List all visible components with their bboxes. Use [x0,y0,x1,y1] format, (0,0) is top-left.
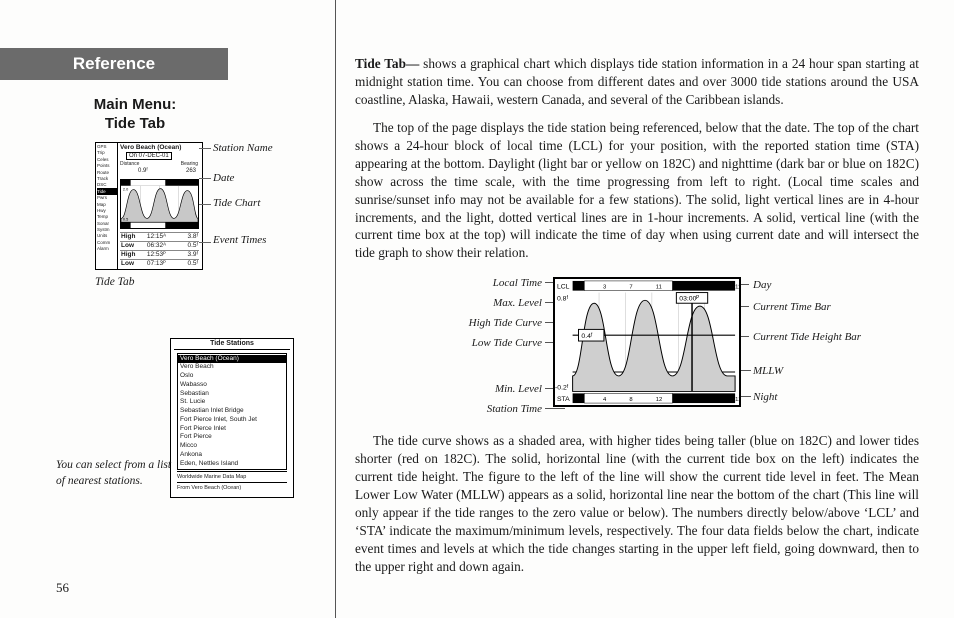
svg-text:LCL: LCL [557,284,570,291]
tide-stations-figure: Tide Stations Vero Beach (Ocean)Vero Bea… [170,338,294,498]
tide-tab-figure: GPSTripCelesPointsRouteTrackDSCTidePwrsM… [95,142,203,270]
para-2: The top of the page displays the tide st… [355,119,919,263]
svg-text:11: 11 [656,285,662,291]
fig1-events: High12:15ᴬ3.8ᶠLow06:32ᴬ0.5ᶠHigh12:53ᴾ3.9… [120,232,199,268]
dl-high: High Tide Curve [367,316,542,331]
fig1-lbl-chart: Tide Chart [213,197,260,210]
column-separator [335,0,336,618]
subhead-l2: Tide Tab [105,115,165,132]
page-number: 56 [56,580,69,596]
svg-text:7: 7 [629,285,632,291]
fig1-chart: 2.0 0.5 [120,179,199,229]
svg-text:STA: STA [557,396,570,403]
fig1-brg-lbl: Bearing [181,161,198,167]
diagram-box: 1137113711 1248124812 [553,277,741,407]
tide-diagram: Local Time Max. Level High Tide Curve Lo… [367,272,907,422]
dr-htbar: Current Tide Height Bar [753,330,861,345]
svg-text:2.0: 2.0 [123,187,128,191]
dl-max: Max. Level [367,296,542,311]
svg-text:11: 11 [735,285,739,291]
svg-text:0.5: 0.5 [123,217,128,221]
fig1-dist-lbl: Distance [120,161,139,167]
dr-mllw: MLLW [753,364,783,379]
dr-day: Day [753,278,771,293]
fig1-lbl-date: Date [213,172,234,185]
dl-sta: Station Time [367,402,542,417]
dr-night: Night [753,390,777,405]
fig1-caption: Tide Tab [95,276,335,288]
svg-text:3: 3 [603,285,606,291]
fig1-station: Vero Beach (Ocean) [120,144,181,151]
fig2-title: Tide Stations [174,340,290,350]
svg-text:-0.2ᶠ: -0.2ᶠ [555,385,569,392]
svg-text:7: 7 [709,285,712,291]
fig2-footer: Worldwide Marine Data Map From Vero Beac… [177,469,287,491]
svg-text:3: 3 [682,285,685,291]
svg-text:8: 8 [629,397,632,403]
dr-timebar: Current Time Bar [753,300,831,315]
svg-text:03:00ᴾ: 03:00ᴾ [679,296,699,303]
reference-heading: Reference [0,48,228,80]
dl-low: Low Tide Curve [367,336,542,351]
svg-text:8: 8 [709,397,712,403]
fig1-date: On 07-DEC-01 [126,152,172,160]
para-3: The tide curve shows as a shaded area, w… [355,432,919,576]
fig2-caption: You can select from a list of nearest st… [56,458,176,489]
fig1-tabs: GPSTripCelesPointsRouteTrackDSCTidePwrsM… [96,143,118,270]
svg-text:0.4ᶠ: 0.4ᶠ [581,333,593,340]
svg-text:12: 12 [577,397,584,403]
subheading: Main Menu: Tide Tab [0,96,270,134]
fig1-dist-val: 0.9ᶠ [138,168,148,174]
fig1-brg-val: 263 [186,168,196,174]
dl-local-time: Local Time [367,276,542,291]
svg-text:12: 12 [735,397,739,403]
fig1-lbl-events: Event Times [213,234,266,247]
fig2-list: Vero Beach (Ocean)Vero BeachOsloWabassoS… [177,353,287,471]
dl-min: Min. Level [367,382,542,397]
subhead-l1: Main Menu: [94,96,177,113]
svg-text:0.8ᶠ: 0.8ᶠ [557,296,569,303]
svg-text:12: 12 [656,397,663,403]
fig1-lbl-station: Station Name [213,142,273,155]
para-1: Tide Tab— shows a graphical chart which … [355,55,919,109]
svg-text:11: 11 [577,285,583,291]
